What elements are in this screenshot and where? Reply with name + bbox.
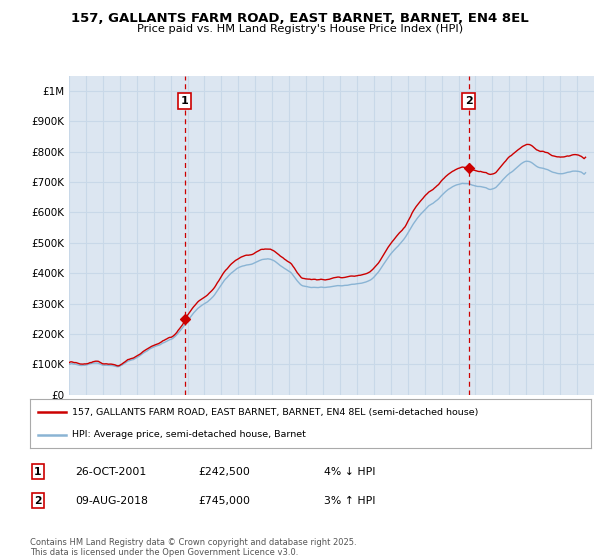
Text: £745,000: £745,000 [198, 496, 250, 506]
Text: £242,500: £242,500 [198, 466, 250, 477]
Text: 157, GALLANTS FARM ROAD, EAST BARNET, BARNET, EN4 8EL (semi-detached house): 157, GALLANTS FARM ROAD, EAST BARNET, BA… [72, 408, 478, 417]
Text: 26-OCT-2001: 26-OCT-2001 [75, 466, 146, 477]
Text: 2: 2 [465, 96, 473, 106]
Text: 1: 1 [34, 466, 41, 477]
Text: Price paid vs. HM Land Registry's House Price Index (HPI): Price paid vs. HM Land Registry's House … [137, 24, 463, 34]
Text: 1: 1 [181, 96, 188, 106]
Text: 4% ↓ HPI: 4% ↓ HPI [324, 466, 376, 477]
Text: HPI: Average price, semi-detached house, Barnet: HPI: Average price, semi-detached house,… [72, 430, 306, 439]
Text: Contains HM Land Registry data © Crown copyright and database right 2025.
This d: Contains HM Land Registry data © Crown c… [30, 538, 356, 557]
Point [180, 314, 190, 323]
Text: 3% ↑ HPI: 3% ↑ HPI [324, 496, 376, 506]
Text: 2: 2 [34, 496, 41, 506]
Point [464, 164, 473, 172]
Text: 157, GALLANTS FARM ROAD, EAST BARNET, BARNET, EN4 8EL: 157, GALLANTS FARM ROAD, EAST BARNET, BA… [71, 12, 529, 25]
Text: 09-AUG-2018: 09-AUG-2018 [75, 496, 148, 506]
